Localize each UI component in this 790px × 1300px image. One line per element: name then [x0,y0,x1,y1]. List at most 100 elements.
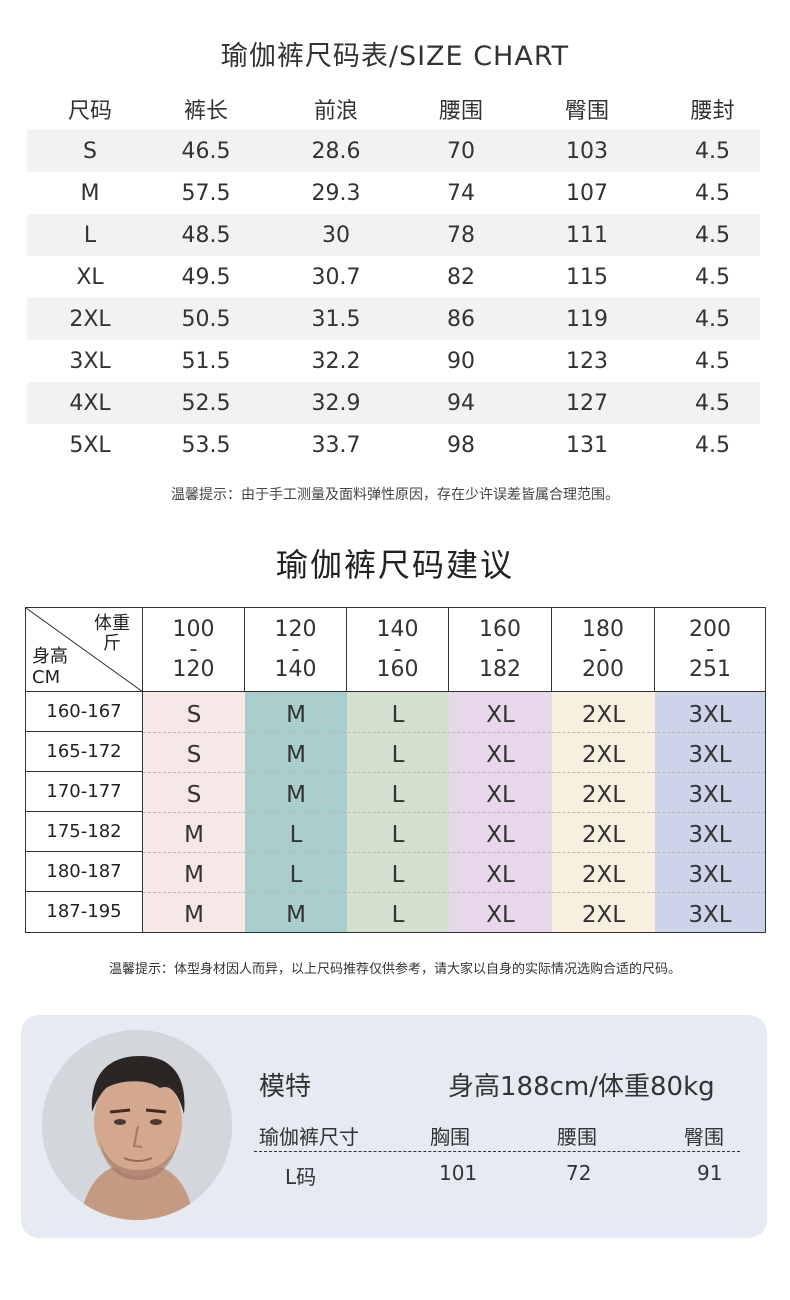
size-chart-row: XL 49.5 30.7 82 115 4.5 [27,256,760,298]
size-chart-cell: 51.5 [181,348,231,374]
recommended-size-cell: 3XL [688,862,732,888]
size-chart-cell: S [83,138,97,164]
model-stats: 身高188cm/体重80kg [448,1072,715,1102]
size-chart-cell: 78 [447,222,475,248]
row-divider [143,892,765,893]
recommended-size-cell: 3XL [688,902,732,928]
weight-range-header: 160-182 [449,608,552,692]
weight-range-sep: - [189,637,198,662]
size-chart-cell: 131 [566,432,608,458]
recommended-size-cell: XL [486,822,515,848]
recommended-size-cell: M [184,902,204,928]
size-chart-cell: 4.5 [695,348,730,374]
row-divider [143,732,765,733]
recommended-size-cell: 2XL [581,702,626,728]
size-chart-cell: 70 [447,138,475,164]
size-chart-cell: 82 [447,264,475,290]
size-chart-row: 3XL 51.5 32.2 90 123 4.5 [27,340,760,382]
size-chart-cell: 4.5 [695,432,730,458]
size-chart-cell: 4XL [69,390,111,416]
size-chart-cell: 98 [447,432,475,458]
size-chart-cell: 49.5 [181,264,231,290]
corner-height-label: 身高 CM [32,646,68,688]
height-range-label: 175-182 [26,812,143,852]
size-chart-cell: 74 [447,180,475,206]
size-chart-note: 温馨提示：由于手工测量及面料弹性原因，存在少许误差皆属合理范围。 [171,487,619,503]
size-chart-cell: 4.5 [695,222,730,248]
recommended-size-cell: XL [486,702,515,728]
recommended-size-cell: 2XL [581,742,626,768]
weight-range-to: 200 [582,657,624,682]
size-chart-cell: 123 [566,348,608,374]
corner-diagonal [26,608,143,692]
model-value-chest: 101 [439,1161,478,1185]
size-chart-cell: 32.9 [311,390,361,416]
recommended-size-cell: L [391,822,405,848]
header-cell: 臀围 [564,99,609,124]
model-divider [254,1151,740,1152]
weight-range-header: 200-251 [655,608,765,692]
recommended-size-cell: XL [486,742,515,768]
size-chart-cell: 32.2 [311,348,361,374]
size-chart-cell: 46.5 [181,138,231,164]
recommended-size-cell: M [286,782,306,808]
corner-weight-label: 体重 斤 [94,614,130,654]
table-corner: 体重 斤 身高 CM [26,608,143,692]
size-chart-title: 瑜伽裤尺码表/SIZE CHART [220,41,570,72]
model-value-waist: 72 [566,1161,592,1185]
size-chart-cell: L [83,222,97,248]
corner-height-unit: CM [32,667,61,688]
size-chart-row: 5XL 53.5 33.7 98 131 4.5 [27,424,760,466]
recommended-size-cell: L [289,862,303,888]
size-chart-cell: 30.7 [311,264,361,290]
size-chart-body: S 46.5 28.6 70 103 4.5 M 57.5 29.3 74 107 4.5 L 48.5 3… [27,130,760,466]
weight-range-to: 182 [479,657,521,682]
recommended-size-cell: L [289,822,303,848]
size-chart-row: 2XL 50.5 31.5 86 119 4.5 [27,298,760,340]
size-chart-cell: XL [76,264,104,290]
size-chart-cell: 103 [566,138,608,164]
weight-range-from: 200 [689,617,731,642]
weight-range-from: 160 [479,617,521,642]
height-range-label: 170-177 [26,772,143,812]
size-chart-cell: 30 [322,222,350,248]
model-header-chest: 胸围 [430,1125,470,1149]
size-chart-cell: 4.5 [695,180,730,206]
row-divider [143,812,765,813]
corner-weight-text: 体重 [94,613,130,634]
model-header-size: 瑜伽裤尺寸 [259,1125,359,1149]
weight-range-sep: - [291,637,300,662]
recommended-size-cell: 3XL [688,782,732,808]
size-chart-cell: 5XL [69,432,111,458]
size-chart-cell: 28.6 [311,138,361,164]
recommended-size-cell: S [186,702,202,728]
model-header-waist: 腰围 [557,1125,597,1149]
weight-range-header: 180-200 [552,608,655,692]
weight-range-to: 251 [689,657,731,682]
model-value-hip: 91 [697,1161,723,1185]
corner-weight-unit: 斤 [103,633,121,654]
weight-range-to: 160 [376,657,419,682]
recommended-size-cell: 3XL [688,702,732,728]
size-chart-cell: 29.3 [311,180,361,206]
weight-range-header: 140-160 [347,608,449,692]
size-chart-cell: 4.5 [695,138,730,164]
size-chart-row: 4XL 52.5 32.9 94 127 4.5 [27,382,760,424]
model-photo [42,1030,232,1220]
size-chart-cell: 52.5 [181,390,231,416]
recommended-size-cell: XL [486,902,515,928]
recommended-size-cell: M [184,822,204,848]
recommended-size-cell: 2XL [581,782,626,808]
recommended-size-cell: 3XL [688,822,732,848]
weight-range-to: 120 [172,657,215,682]
size-chart-cell: 3XL [69,348,111,374]
size-chart-row: M 57.5 29.3 74 107 4.5 [27,172,760,214]
recommended-size-cell: M [286,742,306,768]
recommended-size-cell: M [286,702,306,728]
weight-range-sep: - [496,637,504,662]
recommended-size-cell: M [184,862,204,888]
model-portrait-image [42,1030,232,1220]
weight-range-sep: - [599,637,607,662]
recommended-size-cell: S [186,782,202,808]
header-cell: 前浪 [313,99,358,124]
